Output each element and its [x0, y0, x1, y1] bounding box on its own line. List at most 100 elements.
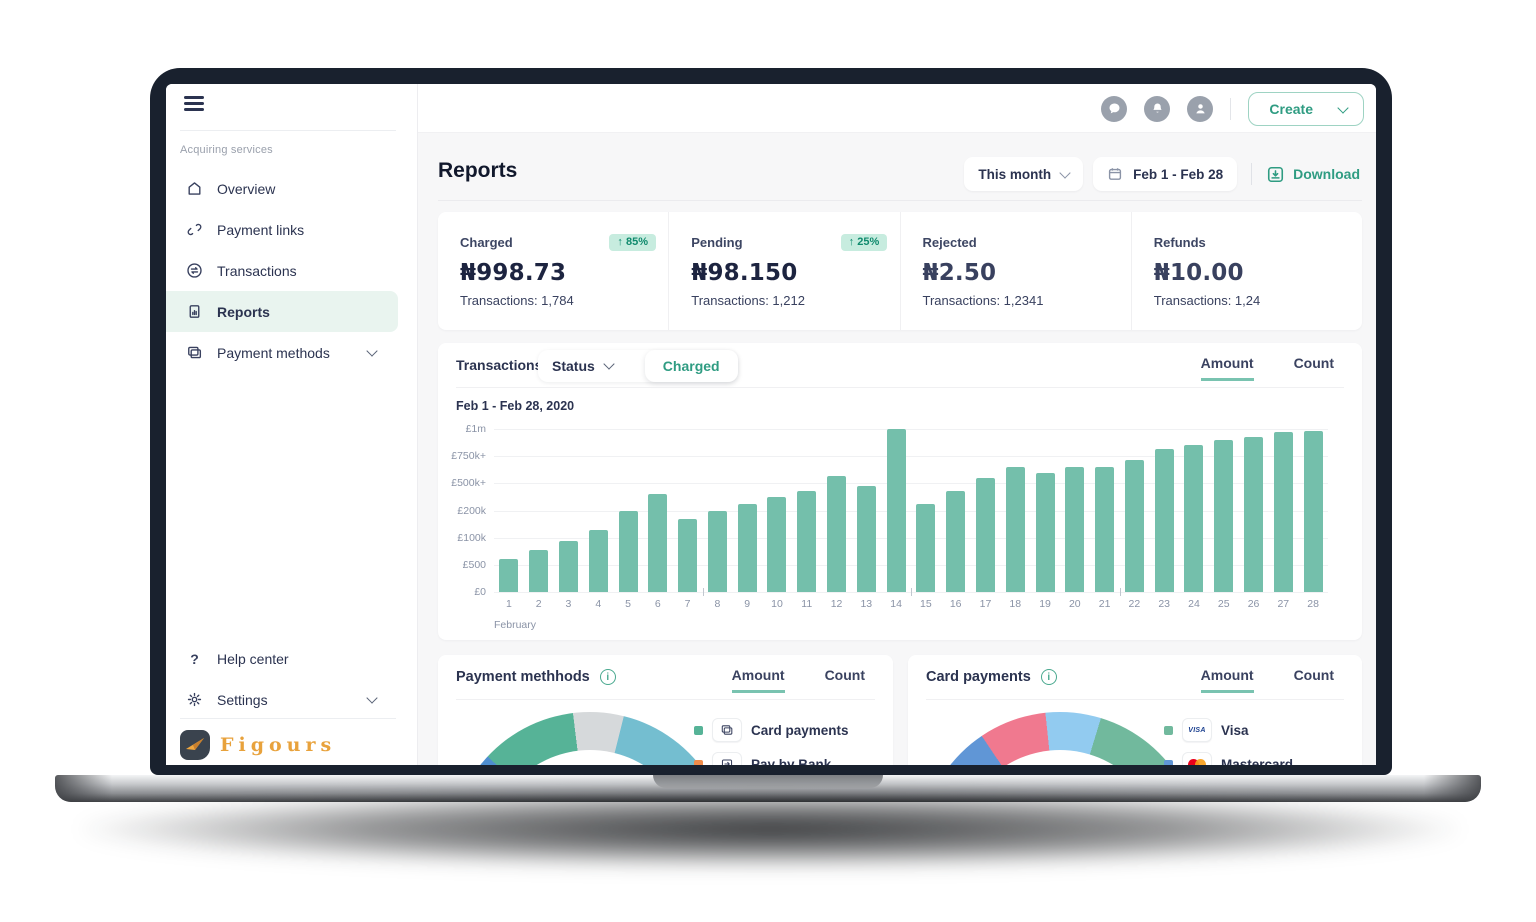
info-icon[interactable]: i — [599, 669, 616, 685]
y-axis: £1m £750k+ £500k+ £200k £100k £500 £0 — [438, 423, 486, 598]
date-range-picker[interactable]: Feb 1 - Feb 28 — [1093, 157, 1238, 191]
bell-icon[interactable] — [1144, 95, 1171, 122]
period-selector[interactable]: This month — [964, 157, 1084, 191]
laptop-shadow — [80, 790, 1460, 868]
card-payments-tab-amount[interactable]: Amount — [1201, 667, 1254, 693]
payment-methods-title-row: Payment methhods i — [456, 669, 616, 685]
bar-day-5 — [618, 510, 638, 592]
x-tick-label: 14 — [890, 598, 902, 610]
chat-icon[interactable] — [1101, 95, 1128, 122]
y-tick-label: £0 — [474, 586, 486, 598]
x-tick-label: 1 — [505, 598, 512, 610]
transactions-tab-amount[interactable]: Amount — [1201, 355, 1254, 381]
chevron-down-icon — [366, 344, 378, 357]
y-tick-label: £1m — [465, 423, 486, 435]
legend-label: Pay by Bank — [751, 756, 832, 766]
sidebar-item-help-center[interactable]: ? Help center — [166, 638, 398, 679]
bar-day-9 — [737, 503, 757, 592]
transactions-tab-count[interactable]: Count — [1293, 355, 1334, 371]
bar-day-22 — [1124, 459, 1144, 592]
download-button[interactable]: Download — [1266, 165, 1360, 184]
stat-trend-badge: ↑ 25% — [840, 233, 888, 251]
payment-methods-tab-amount[interactable]: Amount — [732, 667, 785, 693]
payment-methods-tabs: Amount Count — [732, 667, 865, 693]
x-tick-label: 20 — [1068, 598, 1081, 610]
sidebar-item-transactions[interactable]: Transactions — [166, 250, 398, 291]
info-icon[interactable]: i — [1040, 669, 1057, 685]
x-tick-label: 24 — [1188, 598, 1200, 610]
chevron-down-icon — [1337, 101, 1349, 114]
x-tick-label: 3 — [565, 598, 572, 610]
legend-item-visa: VISA Visa — [1164, 717, 1249, 743]
payment-methods-tab-count[interactable]: Count — [824, 667, 865, 683]
bar-day-21 — [1095, 466, 1115, 592]
chevron-down-icon — [366, 691, 378, 704]
bar-day-11 — [797, 490, 817, 592]
topbar-divider — [1230, 97, 1232, 120]
sidebar-footer-divider — [180, 718, 396, 719]
bar-day-2 — [529, 549, 549, 592]
week-separator-tick — [1119, 588, 1121, 596]
stat-transactions: Transactions: 1,24 — [1153, 293, 1261, 308]
x-tick-label: 2 — [535, 598, 542, 610]
sidebar-item-label: Overview — [217, 180, 276, 197]
status-filter: Status Charged — [538, 350, 738, 382]
gridline — [494, 483, 1328, 485]
gridline — [494, 510, 1328, 512]
sidebar-item-settings[interactable]: Settings — [166, 679, 398, 720]
stat-charged: Charged ↑ 85% ₦998.73 Transactions: 1,784 — [438, 212, 668, 330]
stat-value: ₦98.150 — [691, 260, 798, 286]
chart-caption: Feb 1 - Feb 28, 2020 — [456, 399, 575, 413]
status-label: Status — [552, 358, 595, 374]
card-payments-tab-count[interactable]: Count — [1293, 667, 1334, 683]
bar-day-14 — [886, 429, 906, 592]
week-separator-tick — [702, 588, 704, 596]
create-button[interactable]: Create — [1248, 91, 1364, 126]
card-payments-title-row: Card payments i — [926, 669, 1057, 685]
header-divider — [438, 200, 1362, 201]
bar-day-7 — [678, 518, 698, 592]
status-value-chip[interactable]: Charged — [644, 350, 738, 382]
report-icon — [186, 303, 203, 320]
gridline — [494, 429, 1328, 430]
transfer-icon — [186, 262, 203, 279]
user-icon[interactable] — [1187, 95, 1214, 122]
legend-swatch — [694, 759, 703, 765]
x-tick-label: 21 — [1098, 598, 1111, 610]
status-dropdown[interactable]: Status — [538, 350, 649, 382]
bar-day-12 — [827, 476, 847, 592]
stat-transactions: Transactions: 1,212 — [691, 293, 805, 308]
bar-day-27 — [1273, 432, 1293, 592]
bar-day-6 — [648, 494, 668, 592]
x-tick-label: 26 — [1247, 598, 1260, 610]
stat-header: Charged ↑ 85% — [460, 232, 656, 252]
sidebar-item-payment-links[interactable]: Payment links — [166, 209, 398, 250]
x-tick-label: 9 — [744, 598, 751, 610]
stat-refunds: Refunds ₦10.00 Transactions: 1,24 — [1130, 212, 1362, 330]
x-tick-label: 17 — [979, 598, 992, 610]
sidebar-item-label: Reports — [217, 303, 270, 320]
sidebar-footer: ? Help center Settings Figours — [166, 638, 398, 760]
stat-transactions: Transactions: 1,784 — [460, 293, 574, 308]
sidebar-item-payment-methods[interactable]: Payment methods — [166, 332, 398, 373]
pay-by-bank-icon — [712, 752, 742, 765]
menu-icon[interactable] — [184, 96, 204, 112]
transactions-chart-card: Transactions Status Charged Amount Count … — [438, 343, 1362, 640]
visa-logo: VISA — [1182, 718, 1212, 742]
stat-label: Refunds — [1153, 234, 1206, 250]
x-tick-label: 13 — [860, 598, 873, 610]
laptop-base-notch — [653, 775, 883, 788]
sidebar-item-overview[interactable]: Overview — [166, 168, 398, 209]
stat-pending: Pending ↑ 25% ₦98.150 Transactions: 1,212 — [668, 212, 899, 330]
logo-text: Figours — [220, 734, 337, 756]
bar-day-4 — [588, 530, 608, 592]
sidebar: Acquiring services Overview Payment links… — [166, 84, 418, 765]
topbar: Create — [418, 84, 1376, 133]
mastercard-logo — [1182, 752, 1212, 765]
home-icon — [186, 180, 203, 197]
sidebar-item-label: Payment methods — [217, 344, 330, 361]
stat-header: Refunds — [1154, 232, 1350, 252]
brand-logo: Figours — [180, 730, 336, 760]
sidebar-item-reports[interactable]: Reports — [166, 291, 398, 332]
